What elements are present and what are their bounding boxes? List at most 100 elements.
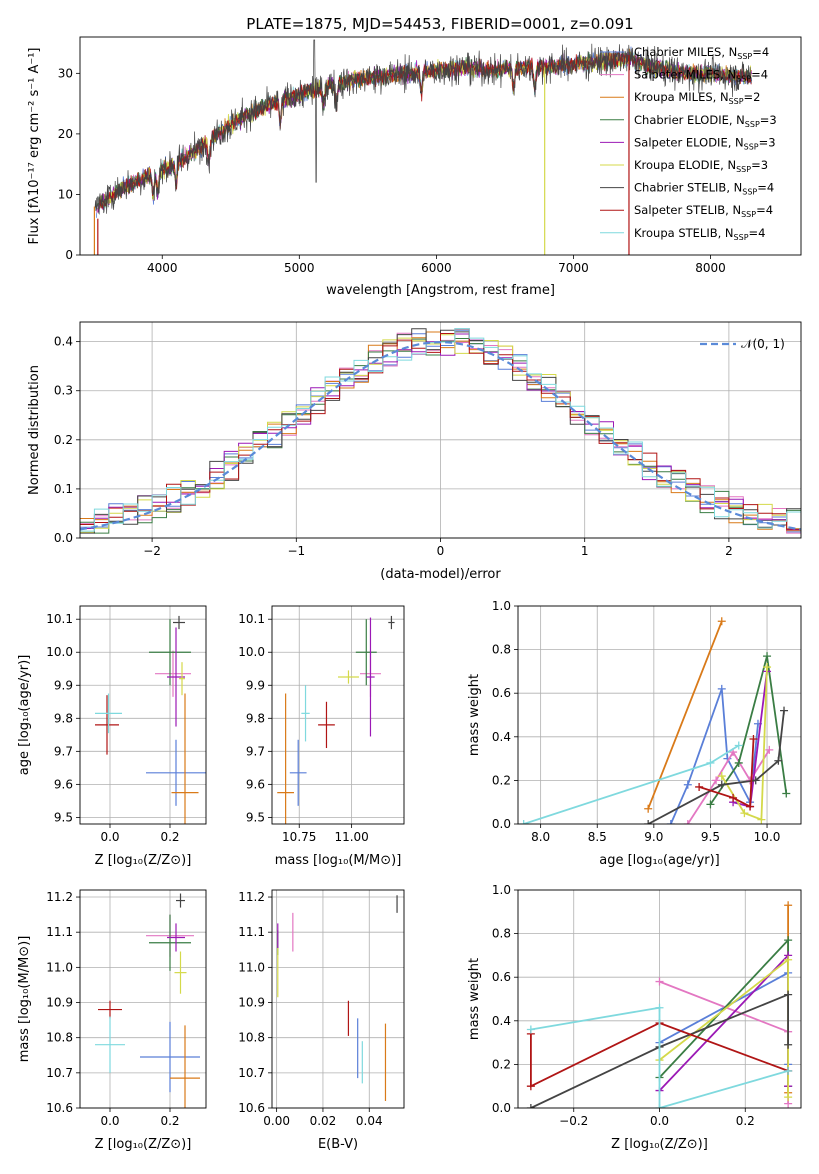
massweight_vs_Z-series-6: [530, 993, 789, 1108]
massweight_vs_Z-marker: [784, 1040, 793, 1049]
legend-label-sub: SSP: [745, 120, 760, 129]
legend-label-sub: SSP: [729, 97, 744, 106]
massweight_vs_age-marker: [763, 663, 772, 672]
age_vs_mass-y-tick-label: 9.7: [246, 744, 265, 758]
legend-label-suffix: =3: [751, 158, 768, 172]
massweight_vs_age-marker: [712, 776, 721, 785]
spectrum-frame: [79, 36, 802, 256]
residuals-xlabel: (data-model)/error: [380, 567, 501, 582]
mass_vs_Z-y-tick-label: 11.1: [46, 925, 73, 939]
mass_vs_ebv-xlabel: E(B-V): [318, 1137, 358, 1152]
massweight_vs_age-marker: [746, 802, 755, 811]
spectrum-x-tick-label: 7000: [558, 261, 589, 275]
mass_vs_ebv-panel: 0.00 0.02 0.04 10.6 10.7 10.8 10.9 11.0 11.1 11.2…: [238, 889, 405, 1152]
age_vs_mass-point-7: [318, 701, 335, 749]
spectrum-x-tick-label: 6000: [421, 261, 452, 275]
mass_vs_ebv-x-tick-label: 0.02: [310, 1114, 337, 1128]
massweight_vs_age-marker: [782, 789, 791, 798]
legend-label-sub: SSP: [744, 142, 759, 151]
massweight_vs_age-x-tick-label: 8.5: [588, 830, 607, 844]
massweight_vs_age-marker: [717, 780, 726, 789]
mass_vs_Z-y-tick-label: 10.6: [46, 1101, 73, 1115]
age_vs_mass-x-tick-label: 10.75: [282, 830, 316, 844]
massweight_vs_age-series-2: [647, 620, 723, 810]
residuals-x-tick-label: 0: [437, 544, 445, 558]
massweight_vs_Z-x-tick-label: −0.2: [559, 1114, 588, 1128]
residuals-x-tick-label: 2: [725, 544, 733, 558]
mass_vs_Z-point-7: [98, 1000, 122, 1019]
massweight_vs_age-x-tick-label: 10.0: [754, 830, 781, 844]
mass_vs_Z-point-6: [176, 893, 185, 908]
massweight_vs_age-y-tick-label: 0.0: [492, 817, 511, 831]
residuals-y-tick-label: 0.0: [54, 531, 73, 545]
mass_vs_Z-y-tick-label: 11.0: [46, 960, 73, 974]
spectrum-x-tick-label: 5000: [284, 261, 315, 275]
spectrum-legend: Chabrier MILES, NSSP=4 Salpeter MILES, NS…: [600, 45, 777, 242]
age_vs_Z-y-tick-label: 10.0: [46, 645, 73, 659]
spectrum-y-tick-label: 10: [58, 187, 73, 201]
massweight_vs_Z-marker: [784, 1093, 793, 1102]
spectrum-x-tick-label: 4000: [147, 261, 178, 275]
massweight_vs_age-y-tick-label: 0.8: [492, 643, 511, 657]
mass_vs_Z-point-5: [174, 951, 187, 994]
massweight_vs_age-marker: [666, 820, 675, 824]
massweight_vs_age-marker: [774, 756, 783, 765]
massweight_vs_Z-marker: [526, 1025, 535, 1034]
age_vs_mass-point-6: [388, 615, 395, 630]
residuals-panel: −2 −1 0 1 2 0.0 0.1 0.2 0.3 0.4 (data-model)/error…: [27, 321, 802, 582]
legend-label-sub: SSP: [741, 210, 756, 219]
mass_vs_ebv-x-tick-label: 0.04: [356, 1114, 383, 1128]
massweight_vs_Z-marker: [526, 1104, 535, 1108]
residuals-y-tick-label: 0.1: [54, 482, 73, 496]
residuals-x-tick-label: −1: [287, 544, 305, 558]
massweight_vs_age-xlabel: age [log₁₀(age/yr)]: [599, 853, 720, 868]
massweight_vs_age-series-8: [523, 744, 740, 824]
massweight_vs_Z-marker: [526, 1082, 535, 1091]
massweight_vs_age-y-tick-label: 0.6: [492, 686, 511, 700]
age_vs_mass-frame: [271, 605, 405, 825]
mass_vs_ebv-y-tick-label: 11.2: [238, 890, 265, 904]
massweight_vs_age-marker: [757, 815, 766, 824]
spectrum-xlabel: wavelength [Angstrom, rest frame]: [326, 283, 555, 298]
massweight_vs_Z-marker: [655, 977, 664, 986]
age_vs_Z-point-0: [146, 739, 206, 806]
legend-label: Kroupa STELIB, NSSP=4: [634, 226, 765, 242]
age_vs_Z-point-5: [179, 662, 185, 696]
massweight_vs_Z-y-tick-label: 1.0: [492, 883, 511, 897]
massweight_vs_age-marker: [780, 706, 789, 715]
massweight_vs_age-marker: [740, 809, 749, 818]
mass_vs_Z-y-tick-label: 10.9: [46, 996, 73, 1010]
massweight_vs_age-marker: [519, 820, 528, 824]
legend-label: Chabrier ELODIE, NSSP=3: [634, 113, 777, 129]
massweight_vs_age-marker: [683, 820, 692, 824]
mass_vs_Z-y-tick-label: 10.8: [46, 1031, 73, 1045]
massweight_vs_Z-plot-area: [526, 901, 793, 1108]
age_vs_mass-y-tick-label: 9.5: [246, 810, 265, 824]
massweight_vs_age-frame: [517, 605, 802, 825]
legend-label-suffix: =4: [751, 68, 768, 82]
massweight_vs_Z-x-tick-label: 0.0: [650, 1114, 669, 1128]
age_vs_Z-xlabel: Z [log₁₀(Z/Z⊙)]: [95, 853, 192, 868]
spectrum-panel: 4000 5000 6000 7000 8000 0 10 20 30 wavelength [A…: [27, 36, 802, 298]
age_vs_Z-y-tick-label: 9.8: [54, 711, 73, 725]
legend-label: Kroupa ELODIE, NSSP=3: [634, 158, 768, 174]
massweight_vs_Z-series-1: [659, 980, 789, 1104]
legend-label: Salpeter MILES, NSSP=4: [634, 68, 768, 84]
mass_vs_Z-y-tick-label: 11.2: [46, 890, 73, 904]
massweight_vs_age-x-tick-label: 8.0: [531, 830, 550, 844]
massweight_vs_Z-xlabel: Z [log₁₀(Z/Z⊙)]: [611, 1137, 708, 1152]
age_vs_mass-point-2: [277, 693, 294, 824]
mass_vs_Z-y-tick-label: 10.7: [46, 1066, 73, 1080]
age_vs_Z-point-3: [149, 619, 191, 686]
massweight_vs_Z-panel: −0.2 0.0 0.2 0.0 0.2 0.4 0.6 0.8 1.0 Z [log₁₀(Z/Z…: [467, 883, 802, 1152]
age_vs_mass-point-3: [355, 619, 377, 686]
spectrum-series-6: [94, 39, 752, 215]
massweight_vs_Z-marker: [784, 990, 793, 999]
age_vs_Z-y-tick-label: 9.5: [54, 810, 73, 824]
massweight_vs_age-y-tick-label: 0.4: [492, 730, 511, 744]
massweight_vs_age-marker: [765, 745, 774, 754]
mass_vs_Z-point-0: [140, 1021, 200, 1093]
massweight_vs_Z-y-tick-label: 0.4: [492, 1014, 511, 1028]
massweight_vs_age-marker: [683, 780, 692, 789]
